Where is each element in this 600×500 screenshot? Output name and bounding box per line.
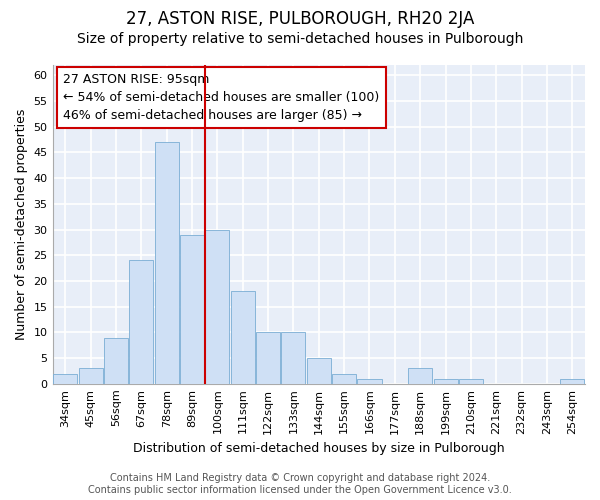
Bar	[205, 230, 229, 384]
Bar	[307, 358, 331, 384]
Bar	[104, 338, 128, 384]
Bar	[408, 368, 432, 384]
Bar	[53, 374, 77, 384]
Bar	[256, 332, 280, 384]
Bar	[79, 368, 103, 384]
X-axis label: Distribution of semi-detached houses by size in Pulborough: Distribution of semi-detached houses by …	[133, 442, 505, 455]
Bar	[180, 234, 204, 384]
Bar	[358, 378, 382, 384]
Y-axis label: Number of semi-detached properties: Number of semi-detached properties	[15, 108, 28, 340]
Bar	[230, 291, 255, 384]
Bar	[434, 378, 458, 384]
Bar	[332, 374, 356, 384]
Text: Size of property relative to semi-detached houses in Pulborough: Size of property relative to semi-detach…	[77, 32, 523, 46]
Bar	[129, 260, 154, 384]
Bar	[560, 378, 584, 384]
Text: Contains HM Land Registry data © Crown copyright and database right 2024.
Contai: Contains HM Land Registry data © Crown c…	[88, 474, 512, 495]
Bar	[459, 378, 483, 384]
Bar	[281, 332, 305, 384]
Text: 27 ASTON RISE: 95sqm
← 54% of semi-detached houses are smaller (100)
46% of semi: 27 ASTON RISE: 95sqm ← 54% of semi-detac…	[63, 73, 379, 122]
Text: 27, ASTON RISE, PULBOROUGH, RH20 2JA: 27, ASTON RISE, PULBOROUGH, RH20 2JA	[126, 10, 474, 28]
Bar	[155, 142, 179, 384]
